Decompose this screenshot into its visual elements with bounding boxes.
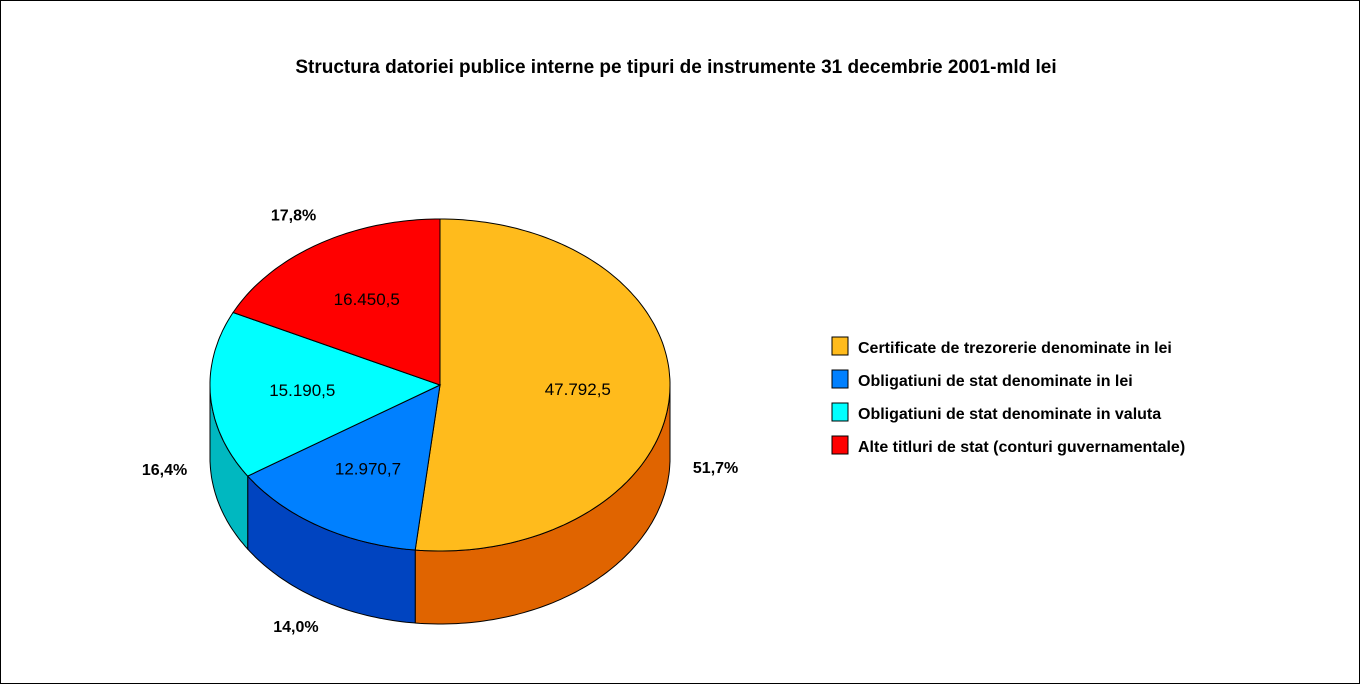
legend-label: Obligatiuni de stat denominate in valuta (858, 406, 1161, 423)
percent-label: 14,0% (273, 619, 318, 636)
legend-swatch (831, 435, 849, 455)
value-label: 15.190,5 (269, 381, 335, 400)
value-label: 12.970,7 (335, 459, 401, 478)
legend-label: Alte titluri de stat (conturi guvernamen… (858, 439, 1185, 456)
percent-label: 16,4% (142, 462, 187, 479)
legend-label: Certificate de trezorerie denominate in … (858, 340, 1172, 357)
legend-swatch (831, 402, 849, 422)
slice-top (414, 218, 671, 552)
legend-swatch (831, 369, 849, 389)
chart-title: Structura datoriei publice interne pe ti… (295, 57, 1056, 78)
slice-top (246, 384, 441, 551)
value-label: 47.792,5 (545, 380, 611, 399)
slice (209, 311, 442, 551)
percent-label: 17,8% (271, 207, 316, 224)
value-label: 16.450,5 (334, 290, 400, 309)
legend-swatch (831, 336, 849, 356)
slice-top (209, 311, 442, 477)
legend-label: Obligatiuni de stat denominate in lei (858, 373, 1133, 390)
slice (232, 218, 441, 386)
percent-label: 51,7% (693, 460, 738, 477)
slice-top (232, 218, 441, 386)
